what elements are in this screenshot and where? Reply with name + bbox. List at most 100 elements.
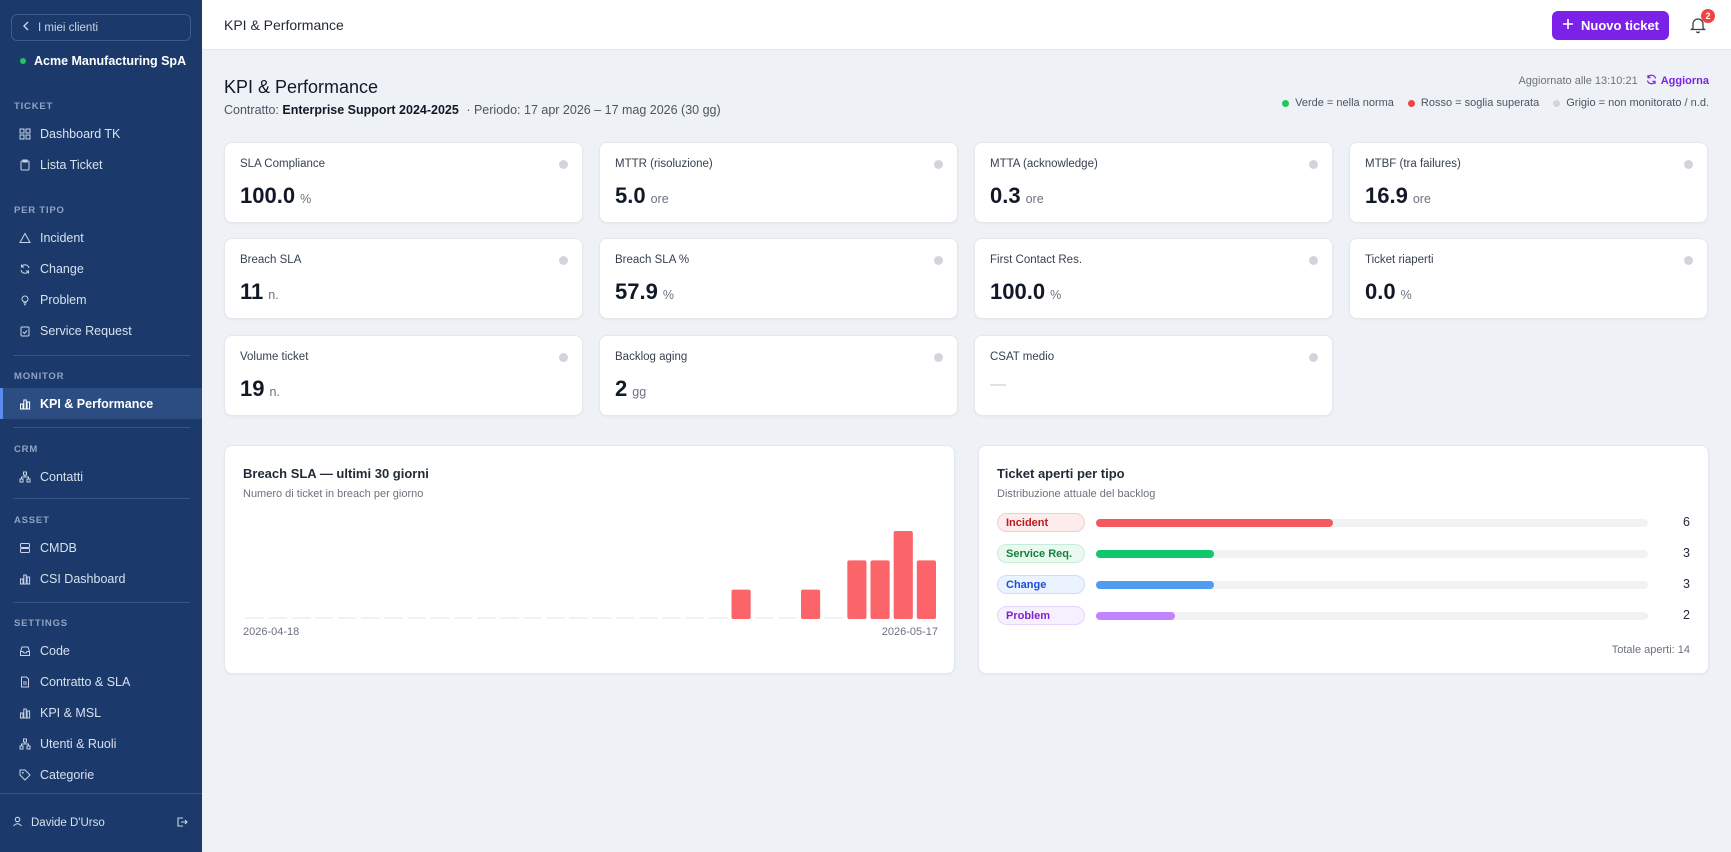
breach-bar-2026-05-09[interactable] bbox=[731, 589, 751, 619]
type-count: 2 bbox=[1683, 608, 1690, 622]
breach-bar-2026-04-25[interactable] bbox=[407, 617, 427, 619]
sidebar-item-categorie[interactable]: Categorie bbox=[0, 759, 202, 790]
type-pill-problem[interactable]: Problem bbox=[997, 606, 1085, 625]
kpi-card-ticket-riaperti[interactable]: Ticket riaperti 0.0% bbox=[1349, 238, 1708, 319]
breach-bar-2026-04-30[interactable] bbox=[523, 617, 543, 619]
breach-bar-2026-05-07[interactable] bbox=[685, 617, 705, 619]
type-bar-fill bbox=[1096, 612, 1175, 620]
contract-name: Enterprise Support 2024-2025 bbox=[282, 103, 459, 117]
sidebar-item-incident[interactable]: Incident bbox=[0, 222, 202, 253]
sidebar-item-dashboard-tk[interactable]: Dashboard TK bbox=[0, 118, 202, 149]
breach-bar-2026-05-10[interactable] bbox=[754, 617, 774, 619]
breach-bar-2026-05-14[interactable] bbox=[847, 560, 867, 619]
sidebar-item-lista-ticket[interactable]: Lista Ticket bbox=[0, 149, 202, 180]
type-bar-track bbox=[1096, 581, 1648, 589]
breach-chart: 2026-04-18 2026-05-17 bbox=[243, 531, 938, 638]
kpi-card-breach-sla[interactable]: Breach SLA 11 n. bbox=[224, 238, 583, 319]
breach-bar-2026-04-26[interactable] bbox=[430, 617, 450, 619]
legend-item: Rosso = soglia superata bbox=[1407, 97, 1539, 109]
clipboard-icon bbox=[18, 158, 31, 171]
last-updated: Aggiornato alle 13:10:21 Aggiorna bbox=[1518, 74, 1709, 88]
kpi-card-volume-ticket[interactable]: Volume ticket 19 n. bbox=[224, 335, 583, 416]
breach-bar-2026-05-17[interactable] bbox=[916, 560, 936, 619]
sidebar-item-kpi-msl[interactable]: KPI & MSL bbox=[0, 697, 202, 728]
last-updated-text: Aggiornato alle 13:10:21 bbox=[1518, 75, 1638, 87]
plus-icon bbox=[1562, 18, 1574, 33]
kpi-label: Backlog aging bbox=[615, 351, 688, 363]
sidebar-item-code[interactable]: Code bbox=[0, 635, 202, 666]
kpi-card-mttr-risoluzione[interactable]: MTTR (risoluzione) 5.0 ore bbox=[599, 142, 958, 223]
breach-bar-2026-05-01[interactable] bbox=[546, 617, 566, 619]
kpi-status-dot bbox=[1309, 353, 1318, 362]
kpi-status-dot bbox=[1684, 160, 1693, 169]
logout-icon[interactable] bbox=[176, 816, 188, 831]
sidebar-item-csi-dashboard[interactable]: CSI Dashboard bbox=[0, 563, 202, 594]
sidebar-item-label: Code bbox=[40, 643, 70, 658]
sidebar-item-contatti[interactable]: Contatti bbox=[0, 461, 202, 492]
breach-bar-2026-05-03[interactable] bbox=[592, 617, 612, 619]
type-bar-fill bbox=[1096, 581, 1215, 589]
breach-bar-2026-05-16[interactable] bbox=[893, 531, 913, 619]
breach-bar-2026-05-05[interactable] bbox=[638, 617, 658, 619]
type-pill-service-req[interactable]: Service Req. bbox=[997, 544, 1085, 563]
kpi-card-backlog-aging[interactable]: Backlog aging 2 gg bbox=[599, 335, 958, 416]
breach-bar-2026-05-13[interactable] bbox=[824, 617, 844, 619]
type-pill-change[interactable]: Change bbox=[997, 575, 1085, 594]
sidebar-item-problem[interactable]: Problem bbox=[0, 284, 202, 315]
refresh-button[interactable]: Aggiorna bbox=[1646, 74, 1709, 88]
breach-bar-2026-04-21[interactable] bbox=[314, 617, 334, 619]
breach-bar-2026-05-15[interactable] bbox=[870, 560, 890, 619]
sidebar-item-contratto-sla[interactable]: Contratto & SLA bbox=[0, 666, 202, 697]
breach-bar-2026-05-04[interactable] bbox=[615, 617, 635, 619]
type-bar-fill bbox=[1096, 550, 1215, 558]
breach-bar-2026-05-11[interactable] bbox=[777, 617, 797, 619]
kpi-value: 0.0 bbox=[1365, 279, 1396, 304]
breach-bar-2026-05-06[interactable] bbox=[662, 617, 682, 619]
kpi-status-dot bbox=[934, 256, 943, 265]
kpi-card-mtbf-tra-failures[interactable]: MTBF (tra failures) 16.9 ore bbox=[1349, 142, 1708, 223]
back-to-clients-button[interactable]: I miei clienti bbox=[11, 14, 191, 41]
breach-bar-2026-04-22[interactable] bbox=[337, 617, 357, 619]
kpi-card-sla-compliance[interactable]: SLA Compliance 100.0% bbox=[224, 142, 583, 223]
kpi-card-csat-medio[interactable]: CSAT medio — bbox=[974, 335, 1333, 416]
kpi-card-mtta-acknowledge[interactable]: MTTA (acknowledge) 0.3 ore bbox=[974, 142, 1333, 223]
sidebar-item-service-request[interactable]: Service Request bbox=[0, 315, 202, 346]
contract-info: Contratto: Enterprise Support 2024-2025 … bbox=[224, 103, 721, 117]
kpi-card-first-contact-res[interactable]: First Contact Res. 100.0% bbox=[974, 238, 1333, 319]
kpi-label: Breach SLA % bbox=[615, 254, 690, 266]
kpi-status-dot bbox=[934, 353, 943, 362]
kpi-status-dot bbox=[559, 256, 568, 265]
period-info: · Periodo: 17 apr 2026 – 17 mag 2026 (30… bbox=[466, 103, 721, 117]
sidebar-item-label: Change bbox=[40, 261, 84, 276]
kpi-card-breach-sla[interactable]: Breach SLA % 57.9% bbox=[599, 238, 958, 319]
breach-bar-2026-04-19[interactable] bbox=[268, 617, 288, 619]
sidebar-item-cmdb[interactable]: CMDB bbox=[0, 532, 202, 563]
breach-bar-2026-04-29[interactable] bbox=[499, 617, 519, 619]
breach-bar-2026-04-28[interactable] bbox=[476, 617, 496, 619]
open-tickets-subtitle: Distribuzione attuale del backlog bbox=[997, 488, 1156, 500]
breach-bar-2026-04-18[interactable] bbox=[245, 617, 265, 619]
breach-bar-2026-05-08[interactable] bbox=[708, 617, 728, 619]
open-tickets-card: Ticket aperti per tipo Distribuzione att… bbox=[978, 445, 1709, 674]
sidebar-item-utenti-ruoli[interactable]: Utenti & Ruoli bbox=[0, 728, 202, 759]
sidebar-item-kpi-performance[interactable]: KPI & Performance bbox=[0, 388, 202, 419]
type-pill-incident[interactable]: Incident bbox=[997, 513, 1085, 532]
kpi-value: 100.0 bbox=[990, 279, 1046, 304]
user-footer: Davide D'Urso bbox=[0, 793, 202, 852]
kpi-unit: % bbox=[1400, 288, 1412, 302]
breach-bar-2026-05-12[interactable] bbox=[801, 589, 821, 619]
breach-bar-2026-04-24[interactable] bbox=[384, 617, 404, 619]
refresh-icon bbox=[18, 262, 31, 275]
kpi-unit: ore bbox=[650, 192, 669, 206]
inbox-icon bbox=[18, 644, 31, 657]
breach-bar-2026-04-20[interactable] bbox=[291, 617, 311, 619]
breach-bar-2026-05-02[interactable] bbox=[569, 617, 589, 619]
new-ticket-button[interactable]: Nuovo ticket bbox=[1552, 11, 1669, 40]
breach-bar-2026-04-27[interactable] bbox=[453, 617, 473, 619]
breach-bar-2026-04-23[interactable] bbox=[360, 617, 380, 619]
sidebar-item-change[interactable]: Change bbox=[0, 253, 202, 284]
client-status-dot bbox=[20, 58, 26, 64]
breach-chart-subtitle: Numero di ticket in breach per giorno bbox=[243, 488, 424, 500]
kpi-value-row: 16.9 ore bbox=[1365, 183, 1431, 209]
notifications-button[interactable]: 2 bbox=[1687, 9, 1715, 36]
